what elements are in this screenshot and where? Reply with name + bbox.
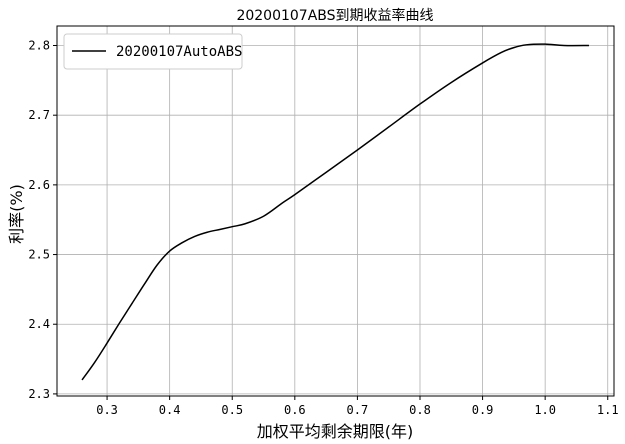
y-tick-label: 2.4 <box>28 317 50 331</box>
plot-frame <box>56 25 615 397</box>
legend: 20200107AutoABS <box>63 33 243 70</box>
y-axis-label: 利率(%) <box>7 184 26 244</box>
y-tick-label: 2.5 <box>28 248 50 262</box>
x-tick-label: 0.6 <box>284 403 306 417</box>
legend-label-20200107AutoABS: 20200107AutoABS <box>116 44 242 60</box>
x-tick-label: 0.7 <box>347 403 369 417</box>
x-axis-label: 加权平均剩余期限(年) <box>257 422 414 441</box>
y-tick-label: 2.8 <box>28 39 50 53</box>
chart-title: 20200107ABS到期收益率曲线 <box>236 7 433 24</box>
y-tick-label: 2.7 <box>28 108 50 122</box>
x-tick-label: 0.5 <box>221 403 243 417</box>
series-line-20200107AutoABS <box>81 43 589 381</box>
x-tick-label: 1.0 <box>534 403 556 417</box>
legend-box <box>63 33 243 70</box>
x-tick-label: 0.9 <box>472 403 494 417</box>
x-axis-ticks: 0.3 0.4 0.5 0.6 0.7 0.8 0.9 1.0 1.1 <box>96 396 619 417</box>
y-tick-label: 2.6 <box>28 178 50 192</box>
series-layer <box>81 43 589 381</box>
grid-lines <box>57 26 614 396</box>
x-tick-label: 0.8 <box>409 403 431 417</box>
y-axis-ticks: 2.3 2.4 2.5 2.6 2.7 2.8 <box>28 39 57 401</box>
y-tick-label: 2.3 <box>28 387 50 401</box>
x-tick-label: 0.3 <box>96 403 118 417</box>
x-tick-label: 0.4 <box>159 403 181 417</box>
x-tick-label: 1.1 <box>597 403 619 417</box>
